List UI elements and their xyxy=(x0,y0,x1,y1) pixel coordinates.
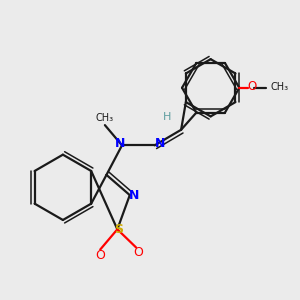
Text: H: H xyxy=(163,112,171,122)
Text: S: S xyxy=(114,224,123,236)
Text: O: O xyxy=(247,80,256,93)
Text: CH₃: CH₃ xyxy=(270,82,289,92)
Text: N: N xyxy=(155,137,166,150)
Text: N: N xyxy=(115,137,126,150)
Text: O: O xyxy=(134,247,143,260)
Text: O: O xyxy=(95,249,105,262)
Text: N: N xyxy=(129,189,140,202)
Text: CH₃: CH₃ xyxy=(96,113,114,123)
